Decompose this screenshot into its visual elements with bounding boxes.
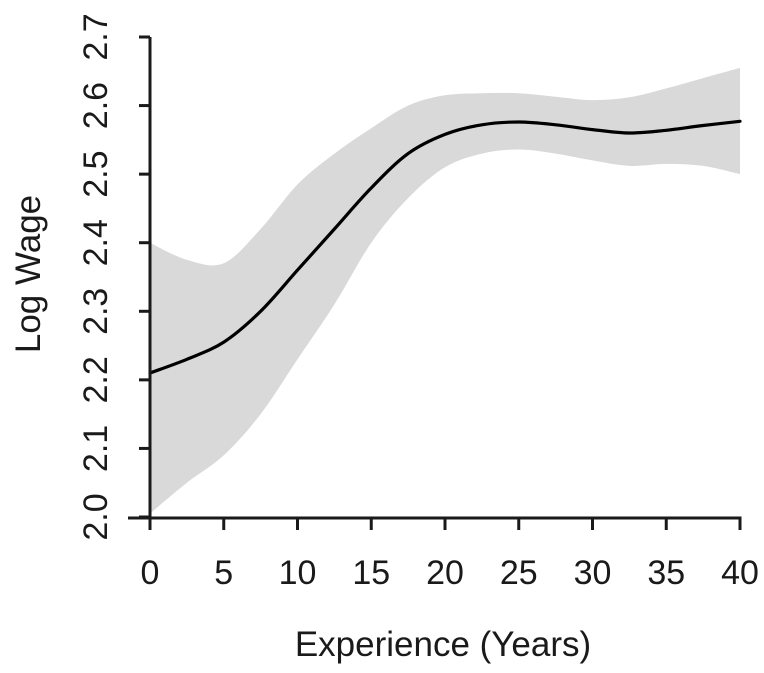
y-tick-label: 2.7 — [77, 13, 115, 60]
y-tick-label: 2.0 — [77, 493, 115, 540]
x-tick-label: 5 — [214, 554, 233, 592]
x-tick-label: 15 — [352, 554, 390, 592]
x-tick-label: 20 — [426, 554, 464, 592]
x-tick-label: 35 — [647, 554, 685, 592]
x-axis-title: Experience (Years) — [295, 625, 591, 664]
confidence-band — [150, 67, 740, 514]
y-axis: 2.0 2.1 2.2 2.3 2.4 2.5 2.6 2.7 — [77, 13, 152, 541]
y-tick-label: 2.6 — [77, 82, 115, 129]
x-axis: 0 5 10 15 20 25 30 35 40 — [128, 516, 759, 592]
y-tick-label: 2.1 — [77, 425, 115, 472]
y-tick-label: 2.5 — [77, 151, 115, 198]
y-tick-label: 2.2 — [77, 356, 115, 403]
x-tick-label: 0 — [141, 554, 160, 592]
y-axis-title: Log Wage — [9, 195, 48, 353]
x-tick-label: 40 — [721, 554, 759, 592]
y-tick-label: 2.3 — [77, 288, 115, 335]
y-tick-label: 2.4 — [77, 219, 115, 266]
x-tick-label: 25 — [500, 554, 538, 592]
fit-curve — [148, 119, 742, 375]
x-tick-label: 30 — [574, 554, 612, 592]
x-tick-label: 10 — [279, 554, 317, 592]
